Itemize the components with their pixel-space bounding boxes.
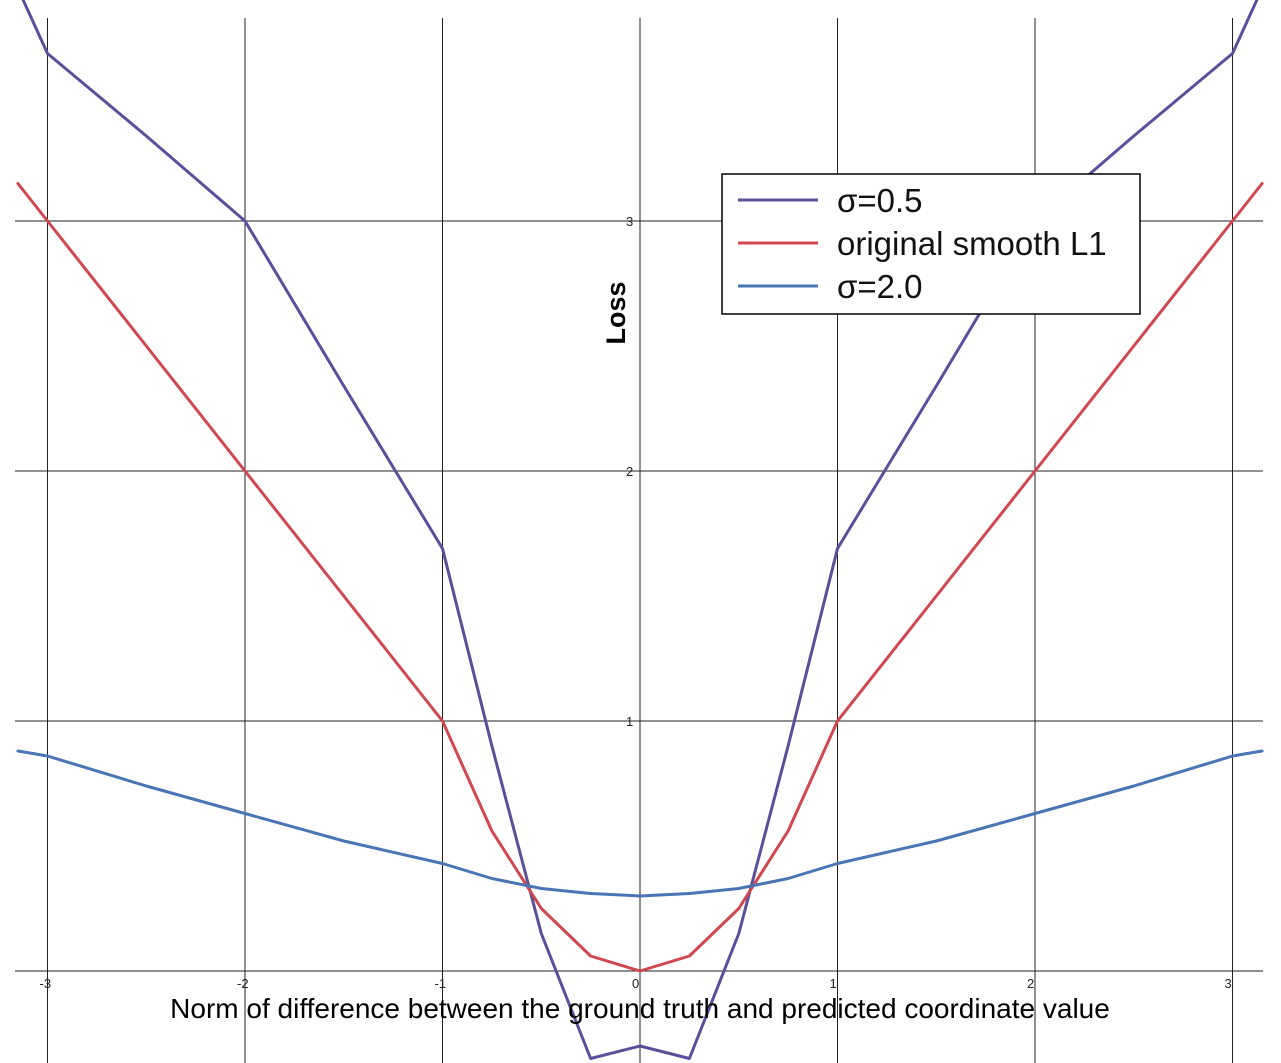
legend: σ=0.5 original smooth L1 σ=2.0 (721, 173, 1141, 315)
legend-label-sigma-0-5: σ=0.5 (837, 182, 923, 219)
series-line-original-smooth-l1 (16, 182, 1264, 973)
x-tick-label: -1 (435, 976, 447, 991)
x-tick-label: 1 (830, 976, 837, 991)
legend-label-sigma-2-0: σ=2.0 (837, 268, 923, 305)
x-tick-labels: -3 -2 -1 0 1 2 3 (40, 976, 1232, 991)
y-axis-title: Loss (601, 281, 631, 344)
series-line-sigma-2-0 (16, 749, 1264, 898)
x-tick-label: 3 (1225, 976, 1232, 991)
x-tick-label: 2 (1027, 976, 1034, 991)
legend-label-original-smooth-l1: original smooth L1 (837, 225, 1107, 262)
y-tick-label: 3 (626, 214, 633, 229)
y-tick-label: 2 (626, 464, 633, 479)
x-tick-label: -2 (237, 976, 249, 991)
x-tick-label: -3 (40, 976, 52, 991)
y-tick-label: 1 (626, 714, 633, 729)
x-tick-label: 0 (632, 976, 639, 991)
x-axis-title: Norm of difference between the ground tr… (170, 993, 1110, 1024)
y-tick-labels: 1 2 3 (626, 214, 633, 729)
